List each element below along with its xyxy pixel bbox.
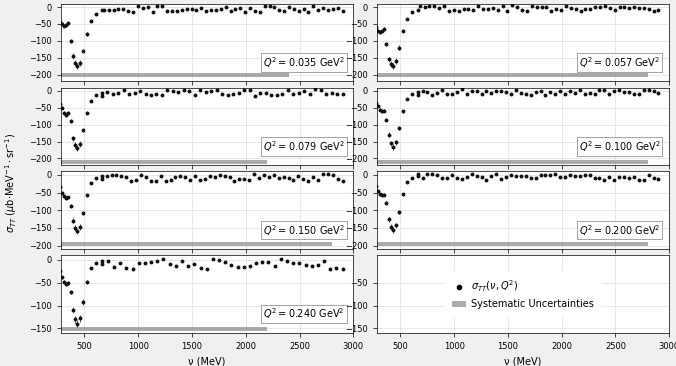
Legend: $\sigma_{TT}(\nu, Q^2)$, Systematic Uncertainties: $\sigma_{TT}(\nu, Q^2)$, Systematic Unce…: [444, 271, 602, 317]
Text: $Q^2 = 0.150$ GeV$^2$: $Q^2 = 0.150$ GeV$^2$: [262, 223, 345, 238]
Text: $Q^2 = 0.100$ GeV$^2$: $Q^2 = 0.100$ GeV$^2$: [579, 139, 660, 154]
Text: $Q^2 = 0.200$ GeV$^2$: $Q^2 = 0.200$ GeV$^2$: [579, 223, 660, 238]
Text: $Q^2 = 0.240$ GeV$^2$: $Q^2 = 0.240$ GeV$^2$: [263, 307, 345, 321]
Text: $Q^2 = 0.035$ GeV$^2$: $Q^2 = 0.035$ GeV$^2$: [262, 55, 345, 70]
Text: $Q^2 = 0.079$ GeV$^2$: $Q^2 = 0.079$ GeV$^2$: [262, 139, 345, 154]
X-axis label: ν (MeV): ν (MeV): [189, 356, 226, 366]
Text: $Q^2 = 0.057$ GeV$^2$: $Q^2 = 0.057$ GeV$^2$: [579, 55, 660, 70]
X-axis label: ν (MeV): ν (MeV): [504, 356, 541, 366]
Text: $\sigma_{TT}$ ($\mu$b$\cdot$MeV$^{-1}\cdot$sr$^{-1}$): $\sigma_{TT}$ ($\mu$b$\cdot$MeV$^{-1}\cd…: [3, 133, 19, 233]
